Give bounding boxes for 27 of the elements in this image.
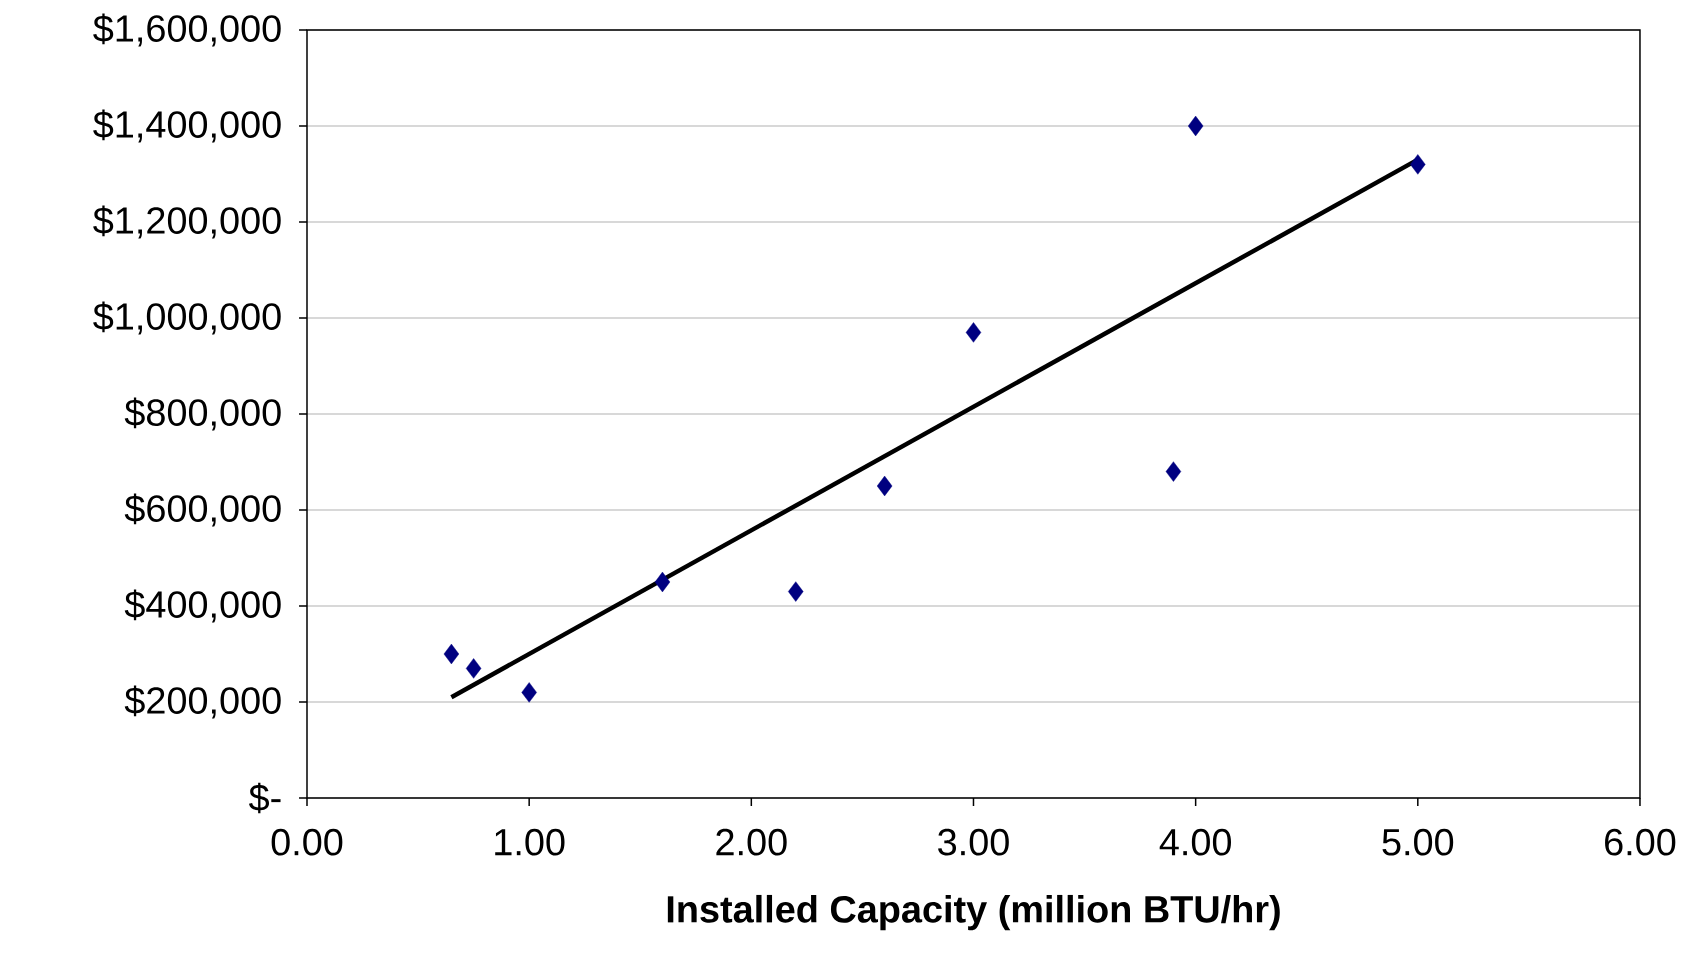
point xyxy=(654,571,671,593)
y-tick-label: $1,000,000 xyxy=(93,301,281,335)
point xyxy=(965,322,982,343)
y-tick-label: $600,000 xyxy=(124,493,281,527)
y-tick-label: $400,000 xyxy=(124,589,281,623)
point xyxy=(1410,154,1426,175)
point xyxy=(521,682,537,703)
point xyxy=(876,475,893,497)
y-tick-label: $- xyxy=(248,782,281,814)
x-tick-label: 0.00 xyxy=(271,828,343,856)
y-tick-label: $1,600,000 xyxy=(93,13,281,47)
x-tick-label: 5.00 xyxy=(1382,828,1454,856)
point xyxy=(465,658,482,679)
y-tick-label: $1,400,000 xyxy=(93,109,281,143)
x-tick-label: 4.00 xyxy=(1159,828,1232,856)
point xyxy=(1165,461,1182,482)
point xyxy=(788,581,804,602)
point xyxy=(1187,115,1204,137)
y-tick-label: $200,000 xyxy=(124,685,281,719)
y-tick-label: $1,200,000 xyxy=(93,205,281,239)
x-tick-label: 3.00 xyxy=(938,828,1009,856)
point xyxy=(443,643,460,665)
x-tick-label: 2.00 xyxy=(716,828,787,856)
x-axis-title: Installed Capacity (million BTU/hr) xyxy=(667,894,1280,931)
x-tick-label: 6.00 xyxy=(1605,828,1676,856)
x-tick-label: 1.00 xyxy=(495,828,565,856)
y-tick-label: $800,000 xyxy=(124,397,281,431)
